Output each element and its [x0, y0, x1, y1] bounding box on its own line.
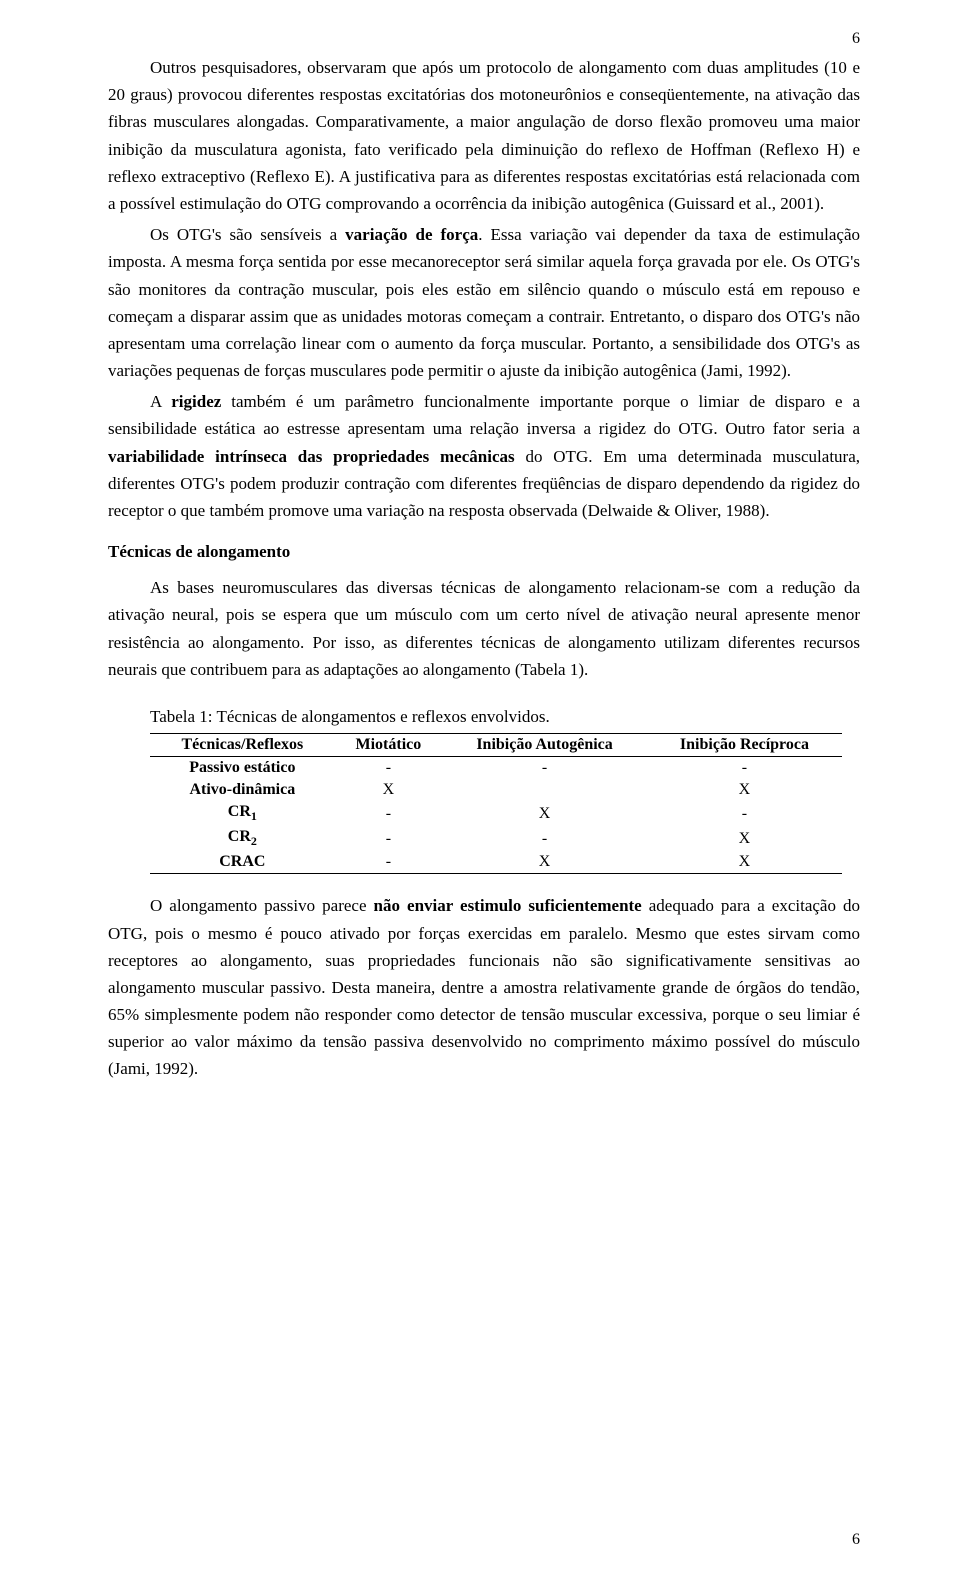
page-number-bottom: 6	[852, 1531, 860, 1549]
page-number-top: 6	[852, 30, 860, 48]
table-cell: -	[442, 756, 647, 779]
row-label: CR1	[150, 801, 335, 826]
text-run: O alongamento passivo parece	[150, 896, 374, 915]
paragraph-3: A rigidez também é um parâmetro funciona…	[108, 388, 860, 524]
bold-run: variação de força	[345, 225, 478, 244]
table-cell: X	[335, 779, 442, 801]
table-cell: X	[647, 779, 842, 801]
row-label: Ativo-dinâmica	[150, 779, 335, 801]
table-cell: X	[442, 801, 647, 826]
table-cell: -	[335, 826, 442, 851]
text-run: Os OTG's são sensíveis a	[150, 225, 345, 244]
table-cell: X	[647, 826, 842, 851]
col-header: Inibição Autogênica	[442, 733, 647, 756]
bold-run: rigidez	[171, 392, 221, 411]
table-row: Passivo estático---	[150, 756, 842, 779]
table-caption: Tabela 1: Técnicas de alongamentos e ref…	[150, 707, 860, 727]
table-cell: X	[647, 851, 842, 874]
paragraph-5: O alongamento passivo parece não enviar …	[108, 892, 860, 1082]
table-row: CR1-X-	[150, 801, 842, 826]
bold-run: variabilidade intrínseca das propriedade…	[108, 447, 515, 466]
table-row: CR2--X	[150, 826, 842, 851]
table-cell: -	[442, 826, 647, 851]
paragraph-4: As bases neuromusculares das diversas té…	[108, 574, 860, 683]
text-run: adequado para a excitação do OTG, pois o…	[108, 896, 860, 1078]
text-run: A	[150, 392, 171, 411]
text-run: também é um parâmetro funcionalmente imp…	[108, 392, 860, 438]
page: 6 Outros pesquisadores, observaram que a…	[0, 0, 960, 1577]
section-heading: Técnicas de alongamento	[108, 542, 860, 562]
table-cell: -	[335, 756, 442, 779]
table-cell: X	[442, 851, 647, 874]
paragraph-1: Outros pesquisadores, observaram que apó…	[108, 54, 860, 217]
col-header: Miotático	[335, 733, 442, 756]
bold-run: não enviar estimulo suficientemente	[374, 896, 642, 915]
table-row: CRAC-XX	[150, 851, 842, 874]
col-header: Inibição Recíproca	[647, 733, 842, 756]
techniques-table: Técnicas/Reflexos Miotático Inibição Aut…	[150, 733, 842, 874]
table-cell: -	[647, 801, 842, 826]
table-cell: -	[335, 851, 442, 874]
table-cell: -	[335, 801, 442, 826]
row-label: CR2	[150, 826, 335, 851]
table-cell: -	[647, 756, 842, 779]
row-label: CRAC	[150, 851, 335, 874]
table-row: Ativo-dinâmicaXX	[150, 779, 842, 801]
paragraph-2: Os OTG's são sensíveis a variação de for…	[108, 221, 860, 384]
text-run: . Essa variação vai depender da taxa de …	[108, 225, 860, 380]
table-cell	[442, 779, 647, 801]
col-header: Técnicas/Reflexos	[150, 733, 335, 756]
table-header-row: Técnicas/Reflexos Miotático Inibição Aut…	[150, 733, 842, 756]
spacer	[108, 874, 860, 892]
row-label: Passivo estático	[150, 756, 335, 779]
